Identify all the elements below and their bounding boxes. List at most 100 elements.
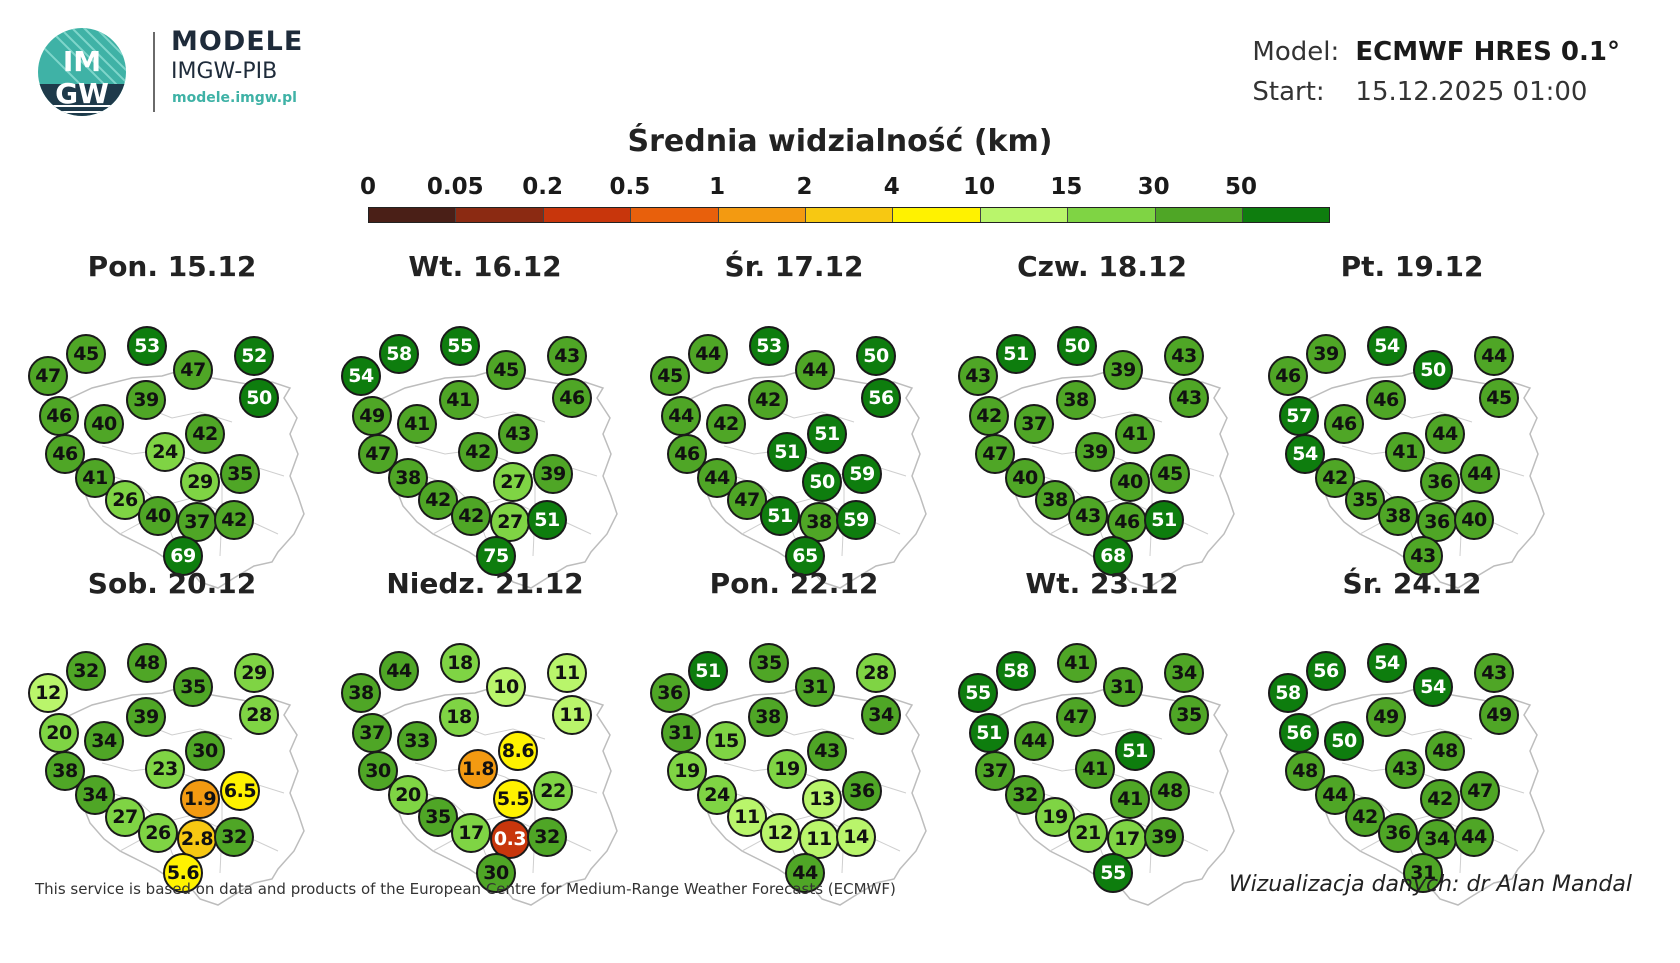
legend-color-bar	[368, 207, 1331, 223]
day-panel: Śr. 17.12 45 44 53 44 50 44 42 42 56 46 51 51 44 50 59 4…	[644, 250, 944, 589]
station-marker: 59	[842, 454, 882, 494]
station-marker: 19	[767, 749, 807, 789]
station-marker: 26	[138, 813, 178, 853]
station-marker: 44	[1460, 454, 1500, 494]
station-marker: 39	[1306, 334, 1346, 374]
legend-color-swatch	[456, 208, 544, 222]
station-marker: 44	[1474, 336, 1514, 376]
imgw-logo-icon: IM GW	[38, 28, 126, 116]
legend-title: Średnia widzialność (km)	[627, 124, 1053, 159]
station-marker: 29	[234, 653, 274, 693]
legend-tick-label: 4	[883, 174, 900, 200]
station-marker: 38	[748, 697, 788, 737]
station-marker: 20	[39, 713, 79, 753]
station-marker: 44	[1425, 414, 1465, 454]
station-marker: 58	[996, 651, 1036, 691]
station-marker: 37	[352, 713, 392, 753]
logo-divider	[153, 32, 155, 112]
legend-color-swatch	[543, 208, 632, 222]
logo-subtitle: IMGW-PIB	[171, 59, 278, 84]
station-marker: 45	[1479, 378, 1519, 418]
logo-title: MODELE	[171, 26, 304, 57]
station-marker: 37	[1014, 404, 1054, 444]
station-marker: 44	[379, 651, 419, 691]
station-marker: 45	[650, 356, 690, 396]
start-label: Start:	[1252, 77, 1325, 107]
station-marker: 30	[358, 751, 398, 791]
station-marker: 51	[1115, 731, 1155, 771]
station-marker: 35	[749, 643, 789, 683]
station-marker: 41	[1075, 749, 1115, 789]
station-marker: 51	[996, 334, 1036, 374]
logo-url-link[interactable]: modele.imgw.pl	[172, 90, 297, 106]
day-panel: Pon. 15.12 47 45 53 47 52 46 40 39 50 46 24 42 41 29 35…	[22, 250, 322, 589]
station-marker: 56	[861, 378, 901, 418]
station-marker: 47	[28, 356, 68, 396]
station-marker: 49	[1479, 695, 1519, 735]
station-marker: 5.6	[163, 853, 203, 893]
legend-tick-label: 10	[963, 174, 996, 200]
station-marker: 34	[1417, 819, 1457, 859]
day-panel: Pt. 19.12 46 39 54 50 44 57 46 46 45 54 41 44 42 36 44 3…	[1262, 250, 1562, 589]
station-marker: 8.6	[498, 731, 538, 771]
legend-color-swatch	[631, 208, 719, 222]
station-marker: 49	[1366, 697, 1406, 737]
day-panel: Wt. 23.12 55 58 41 31 34 51 44 47 35 37 41 51 32 41 48 1…	[952, 567, 1252, 906]
station-marker: 1.9	[180, 779, 220, 819]
station-marker: 42	[969, 396, 1009, 436]
station-marker: 75	[476, 536, 516, 576]
station-marker: 39	[1075, 432, 1115, 472]
station-marker: 55	[1093, 853, 1133, 893]
legend-color-swatch	[980, 208, 1069, 222]
station-marker: 12	[28, 673, 68, 713]
station-marker: 19	[1035, 797, 1075, 837]
station-marker: 59	[836, 500, 876, 540]
station-marker: 29	[180, 462, 220, 502]
station-marker: 11	[552, 695, 592, 735]
station-marker: 38	[1056, 380, 1096, 420]
station-marker: 47	[1460, 771, 1500, 811]
station-marker: 41	[397, 404, 437, 444]
station-marker: 56	[1279, 713, 1319, 753]
station-marker: 49	[352, 396, 392, 436]
station-marker: 12	[760, 813, 800, 853]
station-marker: 46	[1268, 356, 1308, 396]
logo-badge-bottom: GW	[55, 77, 109, 110]
station-marker: 54	[1367, 326, 1407, 366]
station-marker: 51	[767, 432, 807, 472]
station-marker: 27	[490, 502, 530, 542]
day-title: Pt. 19.12	[1340, 250, 1484, 283]
station-marker: 51	[1144, 500, 1184, 540]
station-marker: 42	[706, 404, 746, 444]
station-marker: 39	[533, 454, 573, 494]
station-marker: 41	[1385, 432, 1425, 472]
day-title: Śr. 24.12	[1342, 567, 1482, 600]
start-row: Start: 15.12.2025 01:00	[1252, 72, 1620, 112]
station-marker: 32	[214, 817, 254, 857]
station-marker: 30	[476, 853, 516, 893]
station-marker: 31	[795, 667, 835, 707]
station-marker: 31	[1103, 667, 1143, 707]
station-marker: 58	[1268, 673, 1308, 713]
station-marker: 35	[418, 797, 458, 837]
station-marker: 45	[486, 350, 526, 390]
station-marker: 47	[358, 434, 398, 474]
station-marker: 34	[1164, 653, 1204, 693]
legend-tick-label: 0.2	[522, 174, 563, 200]
station-marker: 27	[493, 462, 533, 502]
station-marker: 43	[807, 731, 847, 771]
footer-credit: Wizualizacja danych: dr Alan Mandal	[1228, 872, 1632, 897]
station-marker: 68	[1093, 536, 1133, 576]
legend-tick-label: 0.05	[426, 174, 484, 200]
station-marker: 36	[1420, 462, 1460, 502]
logo-badge-top: IM	[63, 45, 101, 78]
station-marker: 44	[785, 853, 825, 893]
day-panel: Śr. 24.12 58 56 54 54 43 56 50 49 49 48 43 48 44 42 47 4…	[1262, 567, 1562, 906]
station-marker: 42	[185, 414, 225, 454]
station-marker: 24	[145, 432, 185, 472]
station-marker: 30	[185, 731, 225, 771]
legend-color-swatch	[1068, 208, 1156, 222]
station-marker: 41	[439, 380, 479, 420]
station-marker: 17	[451, 813, 491, 853]
station-marker: 35	[220, 454, 260, 494]
